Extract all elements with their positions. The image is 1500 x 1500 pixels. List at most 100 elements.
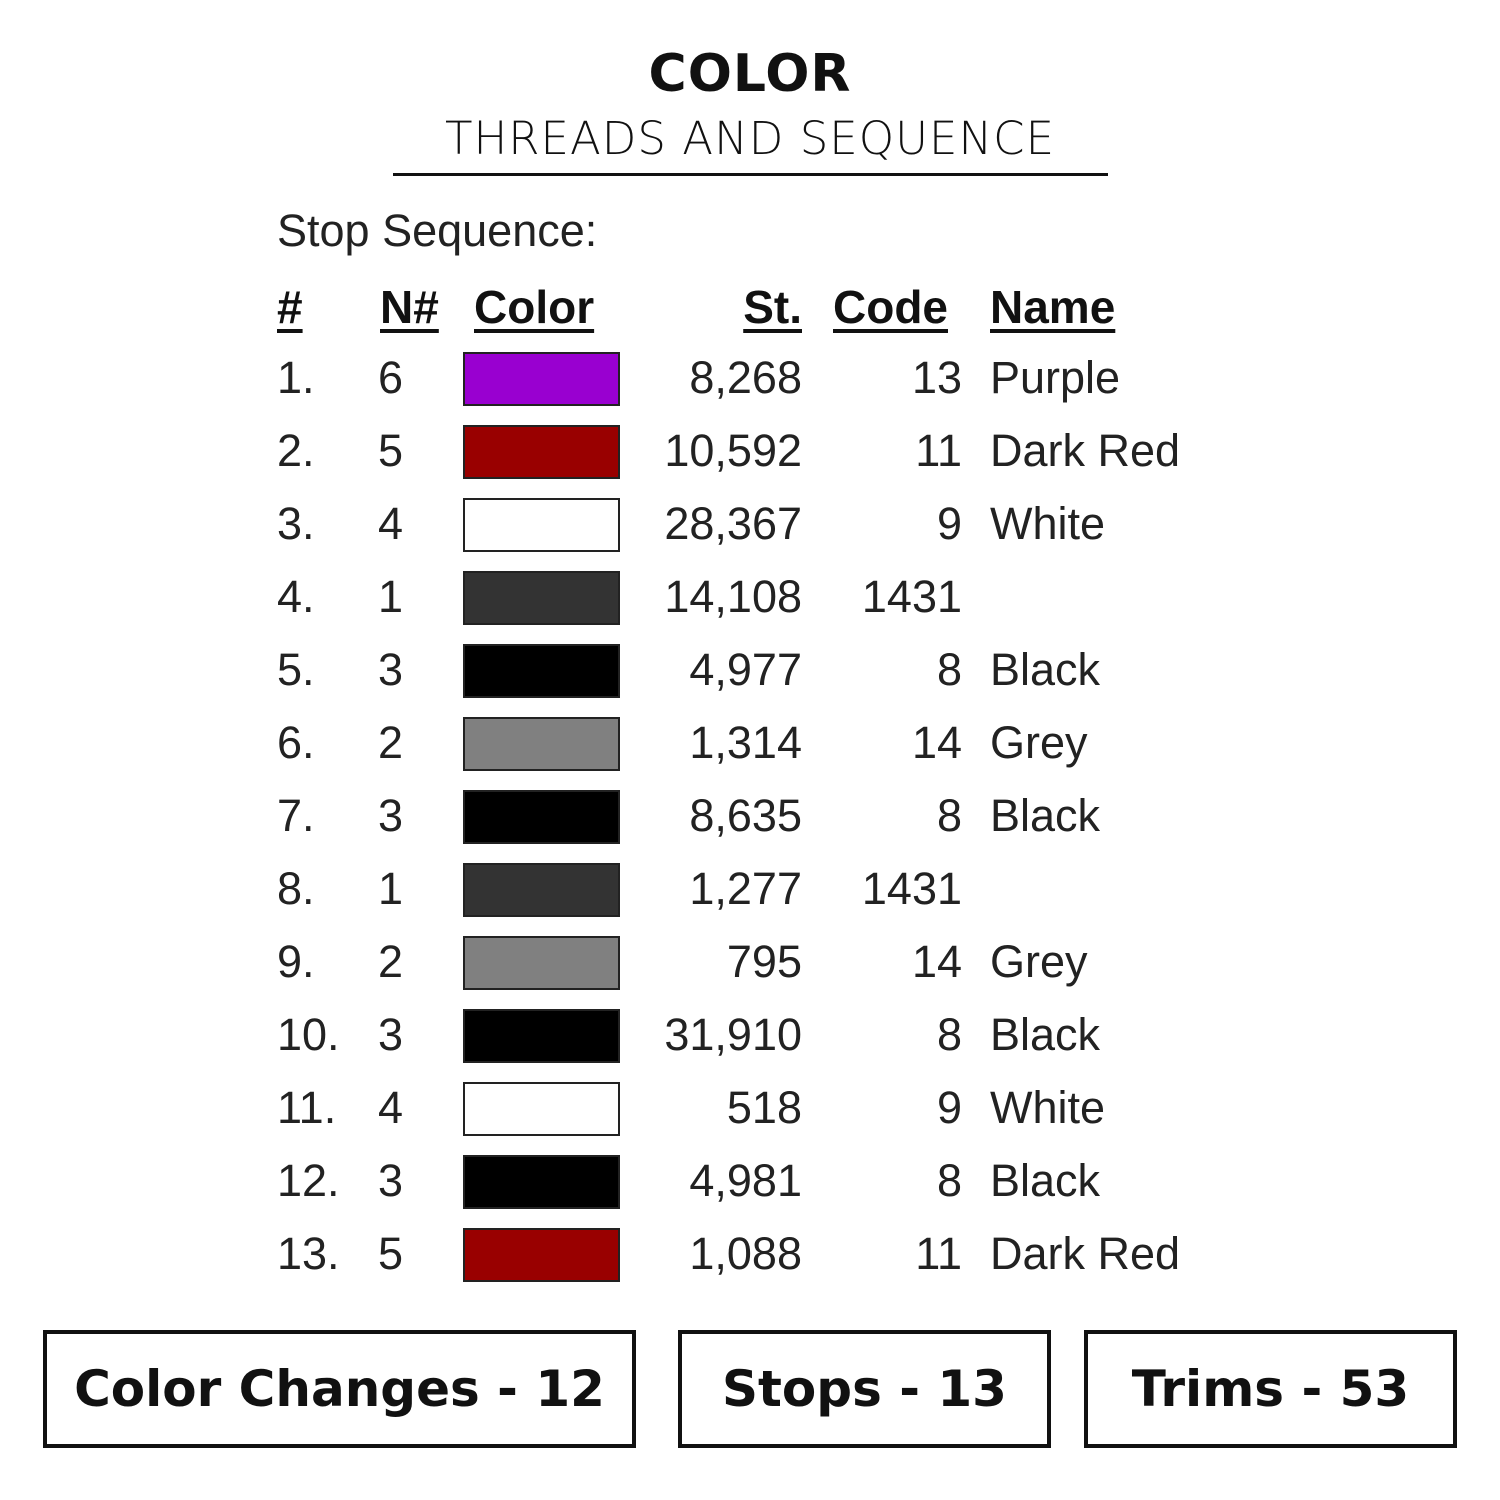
title-divider (393, 173, 1108, 176)
row-stitches: 795 (726, 936, 802, 987)
row-stitches: 1,088 (689, 1228, 802, 1279)
color-changes-box: Color Changes - 12 (43, 1330, 636, 1448)
row-stitches: 1,314 (689, 717, 802, 768)
row-stitches: 14,108 (664, 571, 802, 622)
row-index: 9. (277, 936, 315, 987)
row-stitches: 10,592 (664, 425, 802, 476)
row-index: 3. (277, 498, 315, 549)
row-stitches: 31,910 (664, 1009, 802, 1060)
table-row: 6. 2 1,314 14 Grey (0, 717, 1500, 773)
row-code: 13 (911, 352, 962, 403)
column-header-needle: N# (380, 281, 439, 333)
row-code: 1431 (861, 863, 962, 914)
table-row: 4. 1 14,108 1431 (0, 571, 1500, 627)
table-row: 9. 2 795 14 Grey (0, 936, 1500, 992)
row-name: Grey (990, 936, 1088, 987)
row-index: 1. (277, 352, 315, 403)
color-swatch (463, 425, 620, 479)
page-subtitle: THREADS AND SEQUENCE (444, 112, 1056, 165)
row-code: 14 (911, 717, 962, 768)
row-index: 6. (277, 717, 315, 768)
color-swatch (463, 352, 620, 406)
table-row: 10. 3 31,910 8 Black (0, 1009, 1500, 1065)
table-row: 12. 3 4,981 8 Black (0, 1155, 1500, 1211)
row-needle: 1 (378, 863, 404, 914)
row-index: 11. (277, 1082, 337, 1133)
stops-box: Stops - 13 (678, 1330, 1051, 1448)
color-swatch (463, 1082, 620, 1136)
row-index: 2. (277, 425, 315, 476)
color-swatch (463, 790, 620, 844)
row-needle: 2 (378, 717, 404, 768)
row-code: 9 (936, 498, 962, 549)
color-swatch (463, 1155, 620, 1209)
table-row: 5. 3 4,977 8 Black (0, 644, 1500, 700)
color-swatch (463, 717, 620, 771)
row-stitches: 8,268 (689, 352, 802, 403)
row-index: 13. (277, 1228, 340, 1279)
column-header-name: Name (990, 281, 1116, 333)
row-name: Grey (990, 717, 1088, 768)
row-index: 10. (277, 1009, 340, 1060)
column-header-index: # (277, 281, 303, 333)
table-row: 3. 4 28,367 9 White (0, 498, 1500, 554)
row-needle: 3 (378, 1009, 404, 1060)
row-code: 11 (915, 425, 962, 476)
row-needle: 5 (378, 1228, 404, 1279)
row-code: 11 (915, 1228, 962, 1279)
row-index: 7. (277, 790, 315, 841)
row-stitches: 28,367 (664, 498, 802, 549)
row-needle: 3 (378, 790, 404, 841)
row-stitches: 4,977 (689, 644, 802, 695)
page-title: COLOR (648, 44, 852, 104)
color-swatch (463, 863, 620, 917)
color-swatch (463, 498, 620, 552)
stop-sequence-label: Stop Sequence: (277, 205, 598, 256)
color-swatch (463, 644, 620, 698)
table-row: 8. 1 1,277 1431 (0, 863, 1500, 919)
row-stitches: 8,635 (689, 790, 802, 841)
row-needle: 5 (378, 425, 404, 476)
row-needle: 2 (378, 936, 404, 987)
row-code: 8 (936, 1155, 962, 1206)
row-needle: 6 (378, 352, 404, 403)
row-name: Dark Red (990, 1228, 1181, 1279)
row-index: 5. (277, 644, 315, 695)
row-code: 14 (911, 936, 962, 987)
column-header-color: Color (474, 281, 595, 333)
color-swatch (463, 936, 620, 990)
row-name: Black (990, 644, 1101, 695)
row-code: 9 (936, 1082, 962, 1133)
row-code: 8 (936, 644, 962, 695)
row-name: White (990, 498, 1106, 549)
row-stitches: 518 (726, 1082, 802, 1133)
table-row: 13. 5 1,088 11 Dark Red (0, 1228, 1500, 1284)
row-stitches: 1,277 (689, 863, 802, 914)
row-name: Dark Red (990, 425, 1181, 476)
row-name: Purple (990, 352, 1121, 403)
color-swatch (463, 1009, 620, 1063)
trims-box: Trims - 53 (1084, 1330, 1457, 1448)
row-name: Black (990, 1155, 1101, 1206)
row-index: 12. (277, 1155, 340, 1206)
row-name: Black (990, 1009, 1101, 1060)
row-needle: 4 (378, 1082, 404, 1133)
row-code: 1431 (861, 571, 962, 622)
row-index: 8. (277, 863, 315, 914)
row-name: Black (990, 790, 1101, 841)
row-code: 8 (936, 1009, 962, 1060)
row-needle: 3 (378, 1155, 404, 1206)
table-row: 1. 6 8,268 13 Purple (0, 352, 1500, 408)
row-needle: 1 (378, 571, 404, 622)
row-needle: 3 (378, 644, 404, 695)
row-name: White (990, 1082, 1106, 1133)
table-row: 11. 4 518 9 White (0, 1082, 1500, 1138)
column-header-code: Code (833, 281, 948, 333)
table-row: 2. 5 10,592 11 Dark Red (0, 425, 1500, 481)
row-needle: 4 (378, 498, 404, 549)
column-header-stitches: St. (743, 281, 802, 333)
row-stitches: 4,981 (689, 1155, 802, 1206)
row-index: 4. (277, 571, 315, 622)
color-swatch (463, 1228, 620, 1282)
row-code: 8 (936, 790, 962, 841)
